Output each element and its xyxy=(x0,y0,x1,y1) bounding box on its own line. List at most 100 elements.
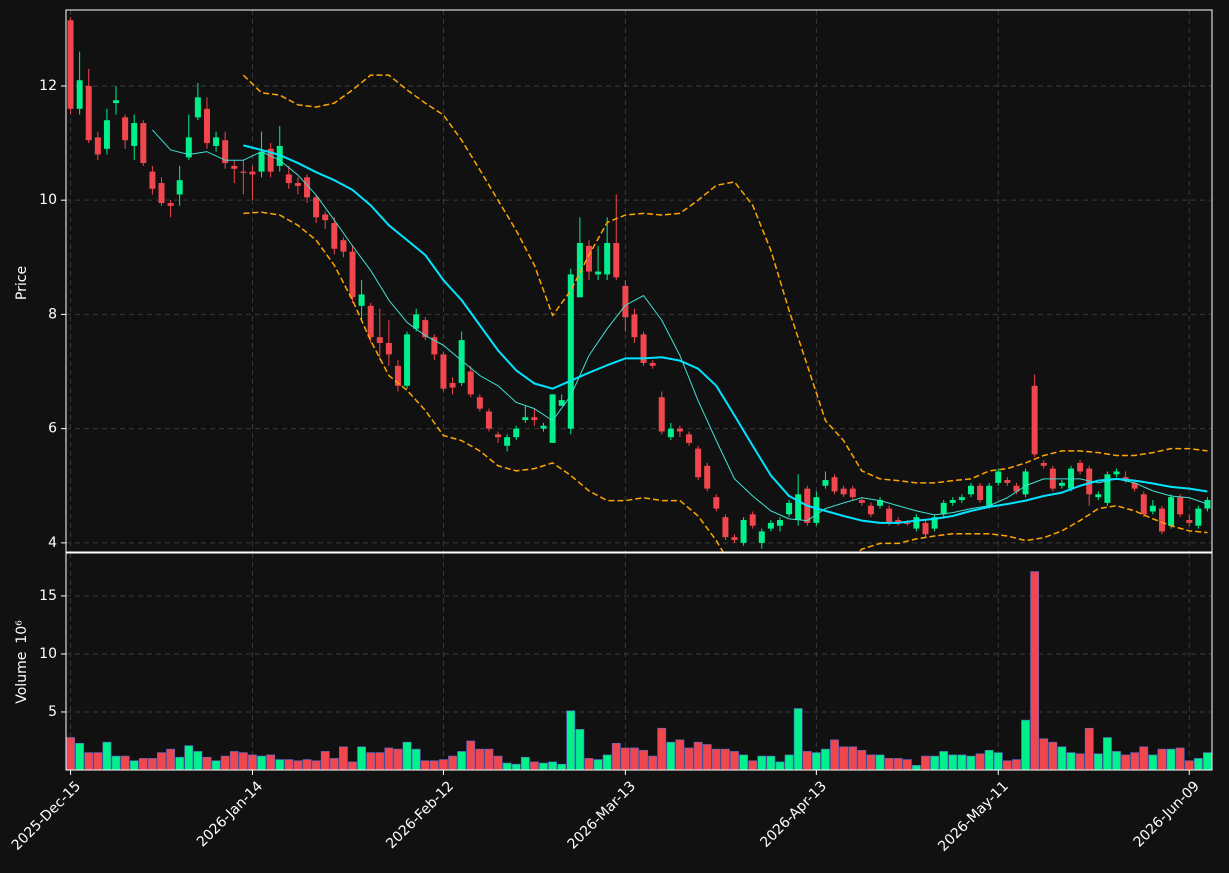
candle-body xyxy=(1013,485,1020,492)
volume-bar xyxy=(520,756,530,770)
candle-body xyxy=(1186,520,1193,523)
volume-bar xyxy=(1103,737,1112,770)
volume-bar xyxy=(630,747,639,770)
candle-body xyxy=(1122,477,1129,481)
candle-body xyxy=(1149,505,1156,512)
candle-body xyxy=(731,537,738,541)
volume-bar xyxy=(502,762,512,770)
candle-body xyxy=(904,522,911,525)
candle-body xyxy=(695,448,702,478)
volume-bar xyxy=(857,749,867,770)
candle-body xyxy=(358,294,365,306)
candle-body xyxy=(585,245,592,272)
candle-body xyxy=(540,425,547,429)
candle-body xyxy=(958,497,965,501)
overlay-line xyxy=(243,144,1208,524)
volume-bar xyxy=(284,759,294,770)
volume-bar xyxy=(475,748,485,770)
volume-bar xyxy=(257,755,266,770)
y-tick-label: 12 xyxy=(39,78,57,94)
candle-body xyxy=(604,243,611,275)
candle-body xyxy=(313,197,320,218)
candle-body xyxy=(1158,508,1165,532)
volume-tick-label: 5 xyxy=(48,704,57,720)
candle-body xyxy=(1140,494,1147,515)
overlay-line xyxy=(242,74,1208,484)
candle-body xyxy=(394,365,401,386)
volume-bar xyxy=(912,765,921,770)
volume-bar xyxy=(893,758,903,770)
volume-bar xyxy=(120,755,130,770)
volume-bar xyxy=(748,760,758,770)
candle-body xyxy=(322,214,329,221)
candle-body xyxy=(240,171,247,173)
candle-body xyxy=(1131,482,1138,489)
volume-bar xyxy=(175,756,185,770)
volume-bar xyxy=(1066,752,1076,770)
candle-body xyxy=(367,305,374,338)
volume-bar xyxy=(702,744,712,770)
candle-body xyxy=(1113,471,1120,475)
candle-body xyxy=(749,514,756,526)
volume-bar xyxy=(457,751,467,770)
y-tick-label: 10 xyxy=(39,192,57,208)
volume-bar xyxy=(357,746,366,770)
candle-body xyxy=(740,520,747,543)
volume-bar xyxy=(484,748,494,770)
volume-bar xyxy=(739,754,748,770)
candle-body xyxy=(449,382,456,388)
volume-bar xyxy=(830,739,839,770)
candle-body xyxy=(977,485,984,501)
candle-body xyxy=(513,428,520,438)
volume-bar xyxy=(675,739,685,770)
candle-body xyxy=(113,100,120,104)
volume-bar xyxy=(548,761,557,770)
candle-body xyxy=(949,500,956,503)
candle-body xyxy=(1022,471,1029,495)
volume-tick-label: 10 xyxy=(39,646,57,662)
volume-bar xyxy=(1157,748,1167,770)
candle-body xyxy=(522,417,529,421)
candle-body xyxy=(849,488,856,498)
candle-body xyxy=(267,148,274,172)
volume-bar xyxy=(602,754,612,770)
volume-bar xyxy=(329,758,339,770)
candle-body xyxy=(331,223,338,249)
candle-body xyxy=(767,522,774,529)
volume-bar xyxy=(220,755,230,770)
candle-body xyxy=(631,314,638,338)
candle-body xyxy=(1177,497,1184,515)
volume-bar xyxy=(848,746,858,770)
volume-bar xyxy=(366,752,376,770)
volume-bar xyxy=(129,760,139,770)
volume-bar xyxy=(75,743,85,770)
volume-bar xyxy=(229,751,239,770)
volume-bar xyxy=(275,759,285,770)
y-tick-label: 8 xyxy=(48,306,57,322)
candle-body xyxy=(686,434,693,443)
volume-bar xyxy=(821,748,830,770)
candle-body xyxy=(94,137,101,155)
volume-bar xyxy=(411,748,421,770)
volume-bar xyxy=(811,752,821,770)
candle-body xyxy=(304,177,311,198)
candle-body xyxy=(1058,482,1065,486)
candle-body xyxy=(886,508,893,523)
volume-bar xyxy=(875,754,885,770)
volume-bar xyxy=(266,754,276,770)
volume-bar xyxy=(566,710,576,770)
candle-body xyxy=(867,505,874,515)
volume-bar xyxy=(775,761,785,770)
volume-bar xyxy=(993,752,1003,770)
volume-bar xyxy=(921,755,930,770)
volume-bar xyxy=(648,755,658,770)
candle-body xyxy=(213,137,220,146)
volume-bar xyxy=(448,755,457,770)
candle-body xyxy=(422,320,429,338)
volume-bar xyxy=(939,751,949,770)
volume-bar xyxy=(138,758,148,770)
volume-bar xyxy=(184,745,194,770)
volume-bar xyxy=(557,763,567,770)
volume-bar xyxy=(493,755,503,770)
candle-body xyxy=(485,411,492,429)
